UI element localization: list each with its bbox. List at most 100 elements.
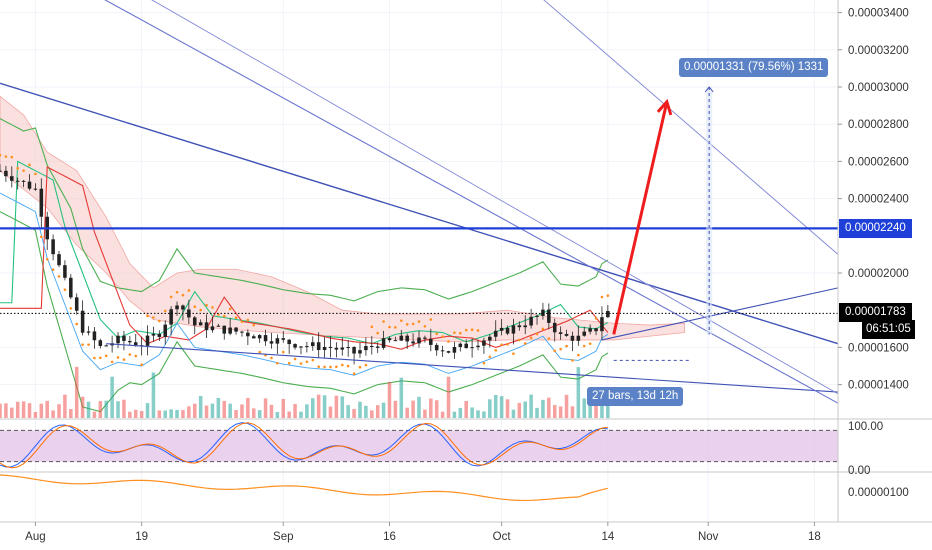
projection-arrowhead xyxy=(656,98,673,116)
candle xyxy=(547,303,551,330)
candle xyxy=(299,346,303,355)
candle-body xyxy=(346,347,350,349)
candle-body xyxy=(204,322,209,331)
candle xyxy=(257,334,262,343)
candle-body xyxy=(299,346,303,348)
candle xyxy=(358,342,362,358)
candle xyxy=(387,336,392,343)
candle-body xyxy=(600,317,604,332)
sar-dot xyxy=(494,349,498,352)
rising-support-trendline xyxy=(601,287,839,341)
lower-indicator-line xyxy=(0,474,608,502)
candle xyxy=(145,325,150,356)
descending-trendline xyxy=(0,82,839,345)
candle-body xyxy=(39,188,44,217)
candle xyxy=(488,334,492,348)
ichimoku-cloud xyxy=(0,95,685,343)
volume-bar xyxy=(86,401,91,418)
sar-dot xyxy=(87,343,90,346)
sar-dot xyxy=(75,322,79,326)
sar-dot xyxy=(329,365,332,369)
sar-dot xyxy=(205,303,208,307)
candle xyxy=(275,334,280,354)
candle xyxy=(541,302,545,320)
volume-bar xyxy=(69,408,73,418)
candle xyxy=(600,306,604,341)
volume-bar xyxy=(80,396,85,418)
sar-dot xyxy=(57,275,61,278)
price-tick-label: 0.00002800 xyxy=(848,119,909,131)
volume-bar xyxy=(387,381,392,418)
volume-bar xyxy=(470,407,474,418)
candle-body xyxy=(4,170,8,177)
volume-bar xyxy=(263,398,268,418)
sar-dot xyxy=(399,319,403,322)
volume-bar xyxy=(434,400,439,418)
candle xyxy=(80,300,85,336)
candle xyxy=(39,178,44,228)
sar-dot xyxy=(588,342,592,345)
candle-body xyxy=(311,342,315,347)
candle-body xyxy=(340,347,345,350)
candle-body xyxy=(434,344,439,351)
volume-bar xyxy=(110,376,114,418)
volume-bar xyxy=(594,401,598,418)
volume-bar xyxy=(488,399,492,418)
candle-body xyxy=(57,254,61,266)
sar-dot xyxy=(323,365,326,369)
candle xyxy=(393,336,398,342)
price-tick-label: 0.00001400 xyxy=(848,380,909,392)
volume-bar xyxy=(334,395,339,418)
candle-body xyxy=(246,332,250,337)
volume-bar xyxy=(316,394,321,418)
candle-body xyxy=(529,316,533,326)
candle xyxy=(33,183,38,191)
candle-body xyxy=(0,170,2,172)
sar-dot xyxy=(122,358,126,361)
volume-bar xyxy=(358,401,362,418)
volume-bar xyxy=(364,405,368,418)
candle-body xyxy=(547,309,551,323)
sar-dot xyxy=(382,320,385,323)
volume-bar xyxy=(57,404,61,418)
volume-bar xyxy=(275,411,280,418)
candle xyxy=(305,341,309,353)
candle-body xyxy=(74,297,79,311)
sar-dot xyxy=(523,342,527,345)
candle xyxy=(293,343,297,350)
sar-dot xyxy=(0,153,2,157)
volume-bar xyxy=(464,401,468,418)
candle xyxy=(328,336,333,358)
candle xyxy=(133,333,138,347)
candle-body xyxy=(405,335,409,342)
candle xyxy=(364,337,368,356)
price-tick-label: 0.00003000 xyxy=(848,82,909,94)
volume-bar xyxy=(340,396,345,418)
candle xyxy=(482,337,486,354)
volume-bar xyxy=(322,395,327,418)
volume-bar xyxy=(588,405,592,418)
candle xyxy=(63,260,67,281)
candle-body xyxy=(558,332,563,334)
candle xyxy=(92,326,97,349)
sar-dot xyxy=(582,344,586,348)
candle xyxy=(552,318,557,342)
candle-body xyxy=(482,340,486,346)
date-tick-label: Aug xyxy=(25,531,45,543)
volume-bar xyxy=(281,398,286,418)
price-tick-label: 0.00002600 xyxy=(848,156,909,168)
sar-dot xyxy=(281,350,285,354)
candle xyxy=(564,329,569,337)
candle-body xyxy=(21,180,26,182)
candle-body xyxy=(523,325,527,328)
candle-body xyxy=(287,339,291,345)
sar-dot xyxy=(228,307,232,311)
bars-label: 27 bars, 13d 12h xyxy=(587,387,684,406)
candle xyxy=(576,325,581,346)
candle xyxy=(57,251,61,268)
candle xyxy=(98,338,103,349)
volume-bar xyxy=(493,394,498,418)
candle-body xyxy=(381,338,386,348)
sar-dot xyxy=(116,356,120,359)
